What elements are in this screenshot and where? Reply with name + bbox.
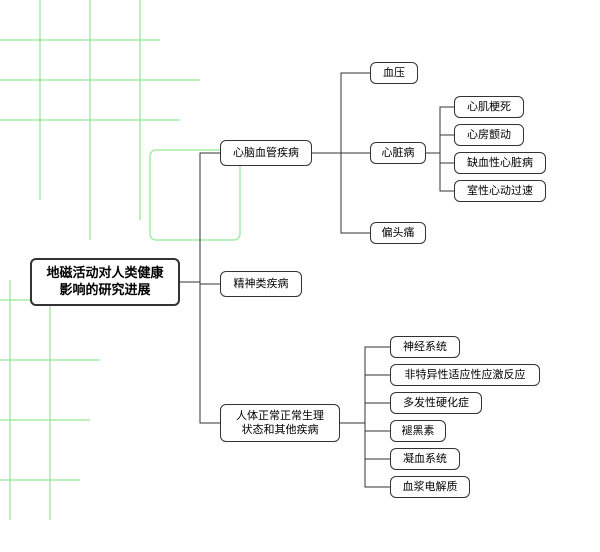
- node-b1_2b: 心房颤动: [454, 124, 524, 146]
- node-b3_5: 凝血系统: [390, 448, 460, 470]
- edge-root-b1: [180, 153, 220, 282]
- node-b3_4: 褪黑素: [390, 420, 446, 442]
- node-b1_2c: 缺血性心脏病: [454, 152, 546, 174]
- edge-b3-b3_2: [340, 375, 390, 423]
- edge-b3-b3_4: [340, 423, 390, 431]
- node-b3_6: 血浆电解质: [390, 476, 470, 498]
- node-b1_1: 血压: [370, 62, 418, 84]
- edge-b3-b3_1: [340, 347, 390, 423]
- edge-b1_2-b1_2c: [426, 153, 454, 163]
- node-b1: 心脑血管疾病: [220, 140, 312, 166]
- edge-b3-b3_5: [340, 423, 390, 459]
- edge-b1-b1_1: [312, 73, 370, 153]
- edge-root-b2: [180, 282, 220, 284]
- node-b3_1: 神经系统: [390, 336, 460, 358]
- node-b1_2d: 室性心动过速: [454, 180, 546, 202]
- edge-b3-b3_6: [340, 423, 390, 487]
- node-b1_2a: 心肌梗死: [454, 96, 524, 118]
- edge-b3-b3_3: [340, 403, 390, 423]
- node-b3: 人体正常正常生理 状态和其他疾病: [220, 404, 340, 442]
- node-b1_3: 偏头痛: [370, 222, 426, 244]
- edge-b1_2-b1_2a: [426, 107, 454, 153]
- node-b3_2: 非特异性适应性应激反应: [390, 364, 540, 386]
- edge-b1_2-b1_2d: [426, 153, 454, 191]
- node-b2: 精神类疾病: [220, 271, 302, 297]
- edge-b1_2-b1_2b: [426, 135, 454, 153]
- edge-root-b3: [180, 282, 220, 423]
- node-root: 地磁活动对人类健康 影响的研究进展: [30, 258, 180, 306]
- edge-b1-b1_3: [312, 153, 370, 233]
- node-b3_3: 多发性硬化症: [390, 392, 482, 414]
- node-b1_2: 心脏病: [370, 142, 426, 164]
